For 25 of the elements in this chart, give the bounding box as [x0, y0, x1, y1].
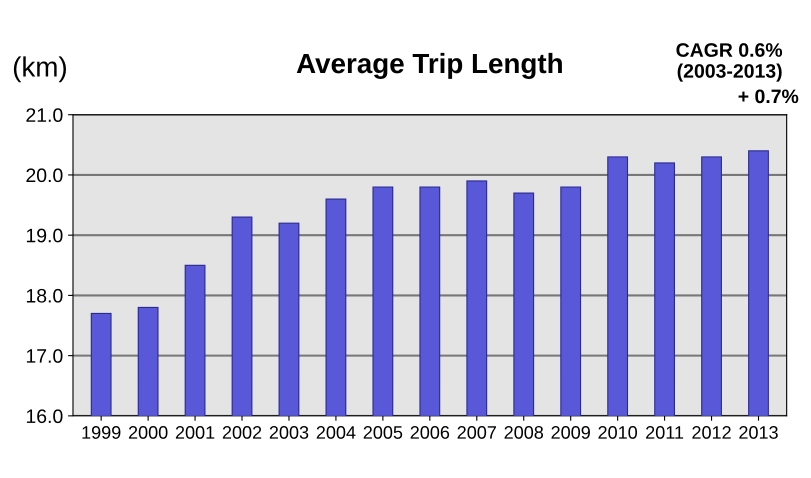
x-tick-label: 2003 — [270, 426, 308, 439]
chart-title: Average Trip Length — [296, 52, 562, 79]
x-tick-label: 2009 — [552, 426, 590, 439]
x-tick-label: 2005 — [364, 426, 402, 439]
x-tick-label: 2006 — [410, 426, 450, 439]
text: + 0.7% — [738, 89, 798, 104]
y-tick-label: 20.0 — [26, 168, 63, 182]
y-tick-label: 18.0 — [26, 288, 63, 303]
x-tick-label: 2000 — [128, 426, 168, 439]
x-tick-label: 2001 — [176, 426, 214, 439]
y-axis-title: (km) — [14, 56, 66, 82]
y-tick-label: 17.0 — [26, 349, 63, 363]
y-tick-label: 19.0 — [26, 228, 63, 242]
x-tick-label: 2011 — [646, 426, 684, 439]
x-tick-label: 2002 — [222, 426, 262, 439]
text: CAGR 0.6% (2003-2013) — [676, 43, 782, 82]
x-tick-label: 2004 — [316, 426, 356, 439]
x-tick-label: 2013 — [739, 426, 778, 439]
y-tick-label: 21.0 — [26, 108, 63, 122]
x-tick-label: 2007 — [458, 426, 496, 439]
x-tick-label: 2008 — [504, 426, 544, 439]
x-tick-label: 2012 — [692, 426, 731, 439]
x-tick-label: 1999 — [82, 426, 120, 439]
y-tick-label: 16.0 — [26, 409, 63, 424]
x-tick-label: 2010 — [598, 426, 638, 439]
